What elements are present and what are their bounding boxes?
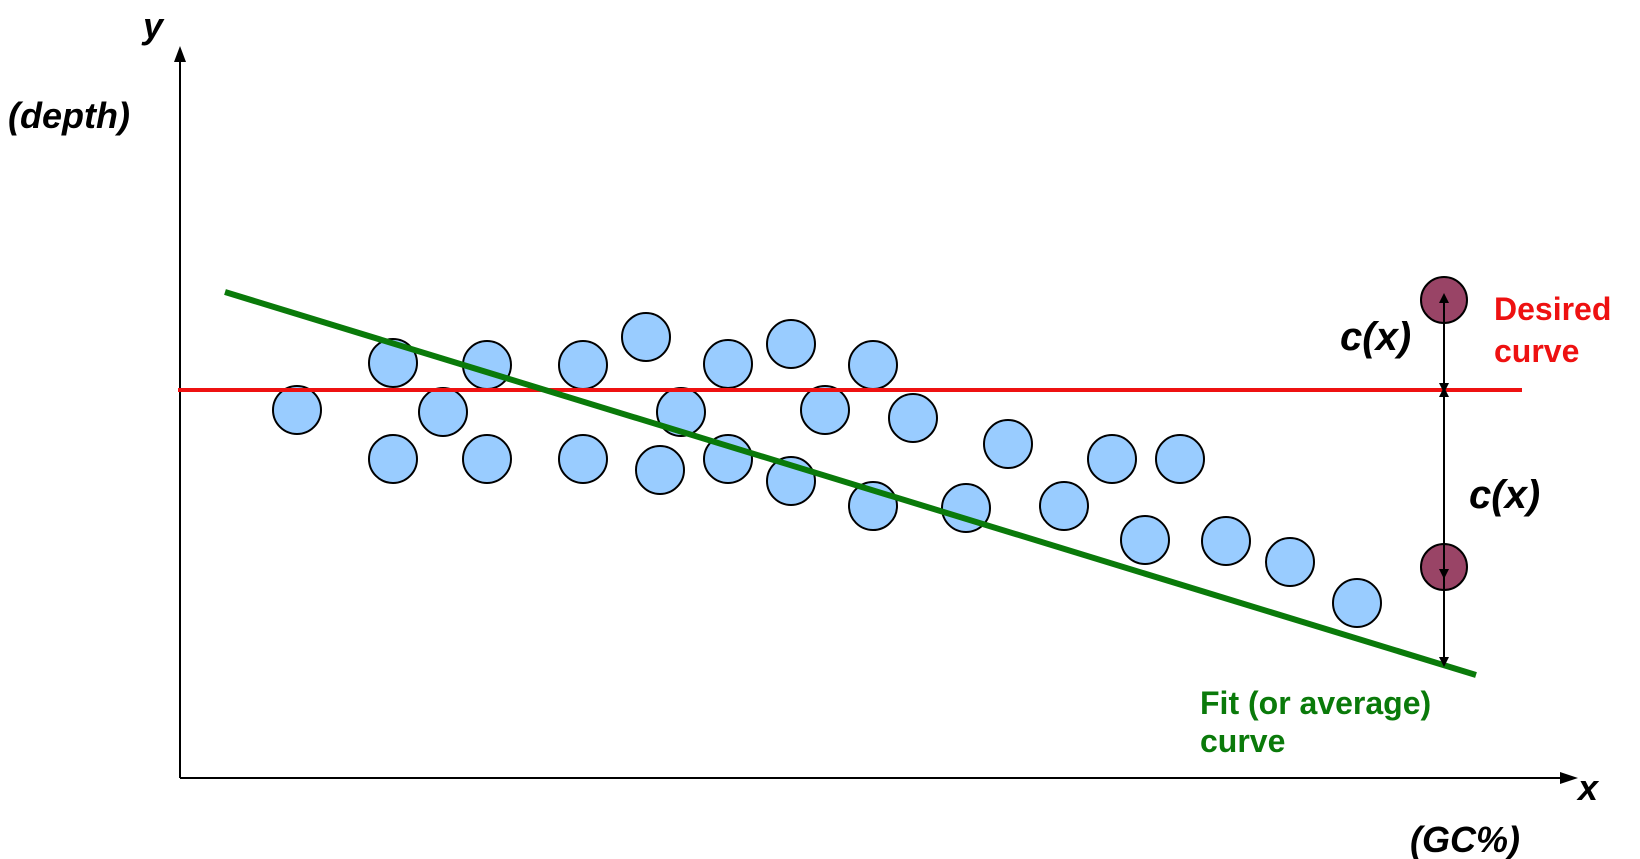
data-point bbox=[621, 312, 671, 362]
cx-upper-label: c(x) bbox=[1340, 315, 1411, 359]
data-point bbox=[368, 434, 418, 484]
y-axis-sublabel: (depth) bbox=[8, 95, 130, 136]
data-point bbox=[848, 340, 898, 390]
x-axis-arrowhead bbox=[1560, 772, 1578, 784]
data-point bbox=[1265, 537, 1315, 587]
fit-curve-line bbox=[224, 289, 1477, 678]
data-point bbox=[800, 385, 850, 435]
data-point bbox=[1087, 434, 1137, 484]
data-point bbox=[462, 434, 512, 484]
desired-curve-label-line2: curve bbox=[1494, 333, 1579, 369]
data-point bbox=[703, 339, 753, 389]
data-point bbox=[1120, 515, 1170, 565]
data-point bbox=[558, 434, 608, 484]
data-point bbox=[1201, 516, 1251, 566]
data-point bbox=[888, 393, 938, 443]
x-axis-label: x bbox=[1576, 767, 1600, 808]
data-point bbox=[368, 338, 418, 388]
data-point bbox=[558, 340, 608, 390]
cx-lower-label: c(x) bbox=[1469, 473, 1540, 517]
fit-curve-label-line1: Fit (or average) bbox=[1200, 685, 1431, 721]
data-point bbox=[418, 387, 468, 437]
y-axis-label: y bbox=[141, 5, 165, 46]
data-point bbox=[1155, 434, 1205, 484]
data-point bbox=[272, 385, 322, 435]
desired-curve-label-line1: Desired bbox=[1494, 291, 1611, 327]
x-axis-sublabel: (GC%) bbox=[1410, 819, 1520, 859]
fit-curve-label-line2: curve bbox=[1200, 723, 1285, 759]
y-axis-arrowhead bbox=[174, 46, 186, 62]
data-point bbox=[1332, 578, 1382, 628]
data-point bbox=[766, 319, 816, 369]
data-point bbox=[635, 445, 685, 495]
data-point bbox=[983, 419, 1033, 469]
data-point bbox=[1039, 481, 1089, 531]
